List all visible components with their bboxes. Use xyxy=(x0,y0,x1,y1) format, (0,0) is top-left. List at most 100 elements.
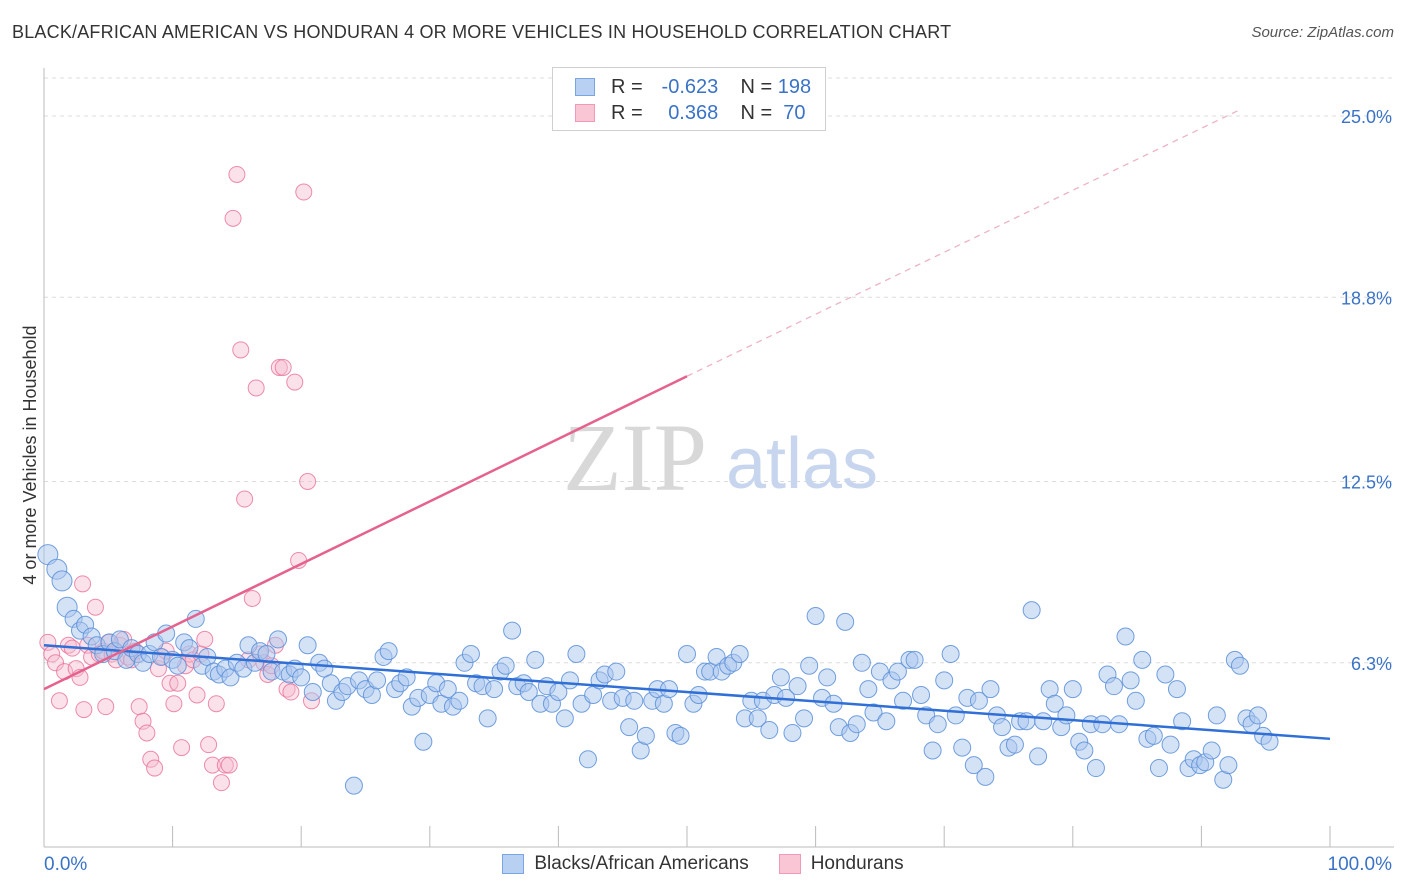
black-point xyxy=(1034,712,1053,731)
black-point xyxy=(678,645,696,664)
black-point xyxy=(1202,741,1221,760)
black-point xyxy=(877,712,896,731)
honduran-point xyxy=(200,736,218,754)
black-point xyxy=(607,662,626,681)
honduran-point xyxy=(247,379,265,397)
black-point xyxy=(993,718,1012,737)
black-point xyxy=(578,750,597,769)
black-point xyxy=(859,680,878,699)
black-point xyxy=(864,703,883,722)
black-point xyxy=(344,776,363,795)
black-point xyxy=(519,683,538,702)
black-point xyxy=(953,738,972,757)
honduran-point xyxy=(188,686,206,704)
y-axis-label: 4 or more Vehicles in Household xyxy=(20,325,40,584)
black-point xyxy=(461,645,480,664)
black-point xyxy=(1075,741,1094,760)
black-point xyxy=(1121,671,1140,690)
honduran-point xyxy=(173,739,191,757)
honduran-point xyxy=(216,756,234,774)
black-point xyxy=(888,662,907,681)
honduran-trend-extension xyxy=(686,109,1241,377)
black-point xyxy=(636,726,655,745)
honduran-point xyxy=(243,589,261,607)
honduran-point xyxy=(75,701,93,719)
chart-title: BLACK/AFRICAN AMERICAN VS HONDURAN 4 OR … xyxy=(12,22,952,42)
honduran-point xyxy=(295,183,313,201)
honduran-point xyxy=(220,756,238,774)
series-swatch-honduran xyxy=(778,854,801,874)
series-legend: Blacks/African Americans Hondurans xyxy=(0,851,1406,877)
black-point xyxy=(567,645,586,664)
legend-r-label: R = xyxy=(611,101,643,124)
black-point xyxy=(1116,627,1135,646)
honduran-point xyxy=(299,473,317,491)
honduran-point xyxy=(86,598,104,616)
black-point xyxy=(760,721,779,740)
black-point xyxy=(671,726,690,745)
black-point xyxy=(1086,759,1105,778)
black-point xyxy=(51,570,73,592)
black-point xyxy=(795,709,814,728)
black-point xyxy=(1149,759,1168,778)
honduran-point xyxy=(130,698,148,716)
black-point xyxy=(555,709,574,728)
honduran-point xyxy=(146,759,164,777)
black-point xyxy=(620,718,639,737)
black-point xyxy=(928,715,947,734)
series-legend-black: Blacks/African Americans xyxy=(502,851,749,877)
black-point xyxy=(526,650,545,669)
black-point xyxy=(946,706,965,725)
black-point xyxy=(368,671,387,690)
watermark-atlas: atlas xyxy=(726,424,878,504)
legend-n-label: N = xyxy=(740,101,773,124)
honduran-point xyxy=(236,490,254,508)
axes xyxy=(43,68,1394,848)
black-point xyxy=(1057,706,1076,725)
black-point xyxy=(1144,726,1163,745)
black-point xyxy=(379,642,398,661)
black-point xyxy=(450,691,469,710)
legend-n-value: 70 xyxy=(777,101,806,124)
series-label-honduran: Hondurans xyxy=(810,853,904,874)
honduran-point xyxy=(142,750,160,768)
black-point xyxy=(1022,601,1041,620)
honduran-point xyxy=(212,774,230,792)
black-point xyxy=(1161,735,1180,754)
series-swatch-black xyxy=(502,854,525,874)
watermark: ZIP atlas xyxy=(563,404,878,511)
honduran-point xyxy=(196,630,214,648)
honduran-point xyxy=(169,674,187,692)
black-point xyxy=(168,656,187,675)
black-trend-line xyxy=(43,644,1331,741)
series-label-black: Blacks/African Americans xyxy=(534,853,749,874)
honduran-point xyxy=(270,358,288,376)
black-point xyxy=(800,656,819,675)
black-point xyxy=(730,645,749,664)
legend-n-value: 198 xyxy=(777,75,812,98)
black-point xyxy=(923,741,942,760)
black-point xyxy=(438,680,457,699)
black-point xyxy=(1005,735,1024,754)
black-point xyxy=(560,671,579,690)
gridlines xyxy=(44,77,1394,664)
black-point xyxy=(941,645,960,664)
honduran-points xyxy=(39,165,320,792)
honduran-point xyxy=(232,341,250,359)
black-point xyxy=(847,715,866,734)
black-point xyxy=(1156,665,1175,684)
honduran-point xyxy=(203,756,221,774)
black-point xyxy=(1093,715,1112,734)
honduran-point xyxy=(165,695,183,713)
black-point xyxy=(1167,680,1186,699)
black-point xyxy=(298,636,317,655)
black-point xyxy=(689,685,708,704)
black-point xyxy=(905,650,924,669)
legend-r-value: -0.623 xyxy=(661,75,719,98)
trend-lines xyxy=(43,109,1331,741)
honduran-point xyxy=(97,698,115,716)
honduran-point xyxy=(228,165,246,183)
black-point xyxy=(496,656,515,675)
black-point xyxy=(806,607,825,626)
honduran-point xyxy=(47,654,65,672)
